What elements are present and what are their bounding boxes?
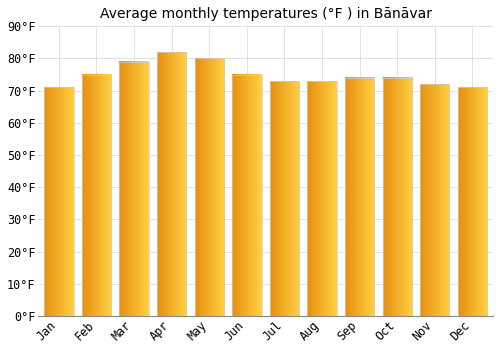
Bar bbox=[345, 78, 374, 316]
Bar bbox=[82, 75, 111, 316]
Bar bbox=[458, 88, 487, 316]
Bar bbox=[308, 81, 336, 316]
Bar bbox=[420, 84, 450, 316]
Bar bbox=[270, 81, 299, 316]
Bar bbox=[44, 88, 74, 316]
Bar bbox=[157, 52, 186, 316]
Bar bbox=[382, 78, 412, 316]
Bar bbox=[232, 75, 262, 316]
Bar bbox=[120, 62, 148, 316]
Bar bbox=[194, 58, 224, 316]
Title: Average monthly temperatures (°F ) in Bānāvar: Average monthly temperatures (°F ) in Bā… bbox=[100, 7, 431, 21]
